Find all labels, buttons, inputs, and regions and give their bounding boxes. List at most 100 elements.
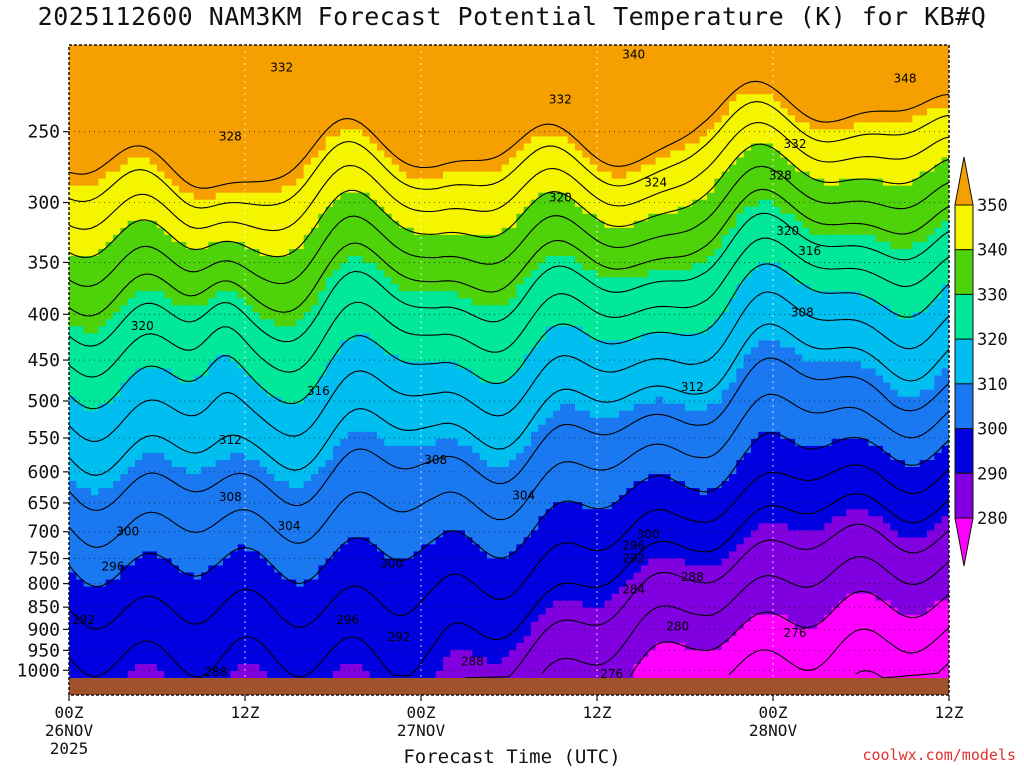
field-cell: [399, 635, 407, 644]
field-cell: [113, 586, 121, 595]
field-cell: [296, 403, 305, 412]
field-cell: [311, 481, 319, 489]
field-cell: [127, 94, 136, 102]
field-cell: [259, 284, 268, 292]
field-cell: [296, 312, 305, 320]
field-cell: [98, 396, 107, 405]
field-cell: [98, 305, 107, 313]
field-cell: [179, 248, 187, 257]
field-cell: [347, 108, 356, 116]
field-cell: [223, 438, 231, 447]
field-cell: [296, 642, 305, 651]
field-cell: [289, 59, 297, 67]
field-cell: [369, 347, 378, 356]
field-cell: [362, 467, 371, 475]
field-cell: [296, 424, 305, 433]
field-cell: [472, 108, 481, 116]
field-cell: [421, 284, 429, 292]
field-cell: [127, 185, 136, 194]
field-cell: [369, 628, 378, 637]
field-cell: [347, 220, 356, 229]
field-cell: [179, 157, 187, 166]
field-cell: [127, 389, 136, 398]
field-cell: [120, 277, 129, 285]
field-cell: [399, 80, 407, 88]
field-cell: [142, 234, 151, 243]
field-cell: [362, 403, 371, 412]
field-cell: [362, 157, 371, 166]
field-cell: [91, 509, 99, 517]
field-cell: [252, 171, 261, 180]
field-cell: [472, 143, 481, 152]
field-cell: [391, 621, 400, 630]
field-cell: [377, 642, 385, 651]
field-cell: [281, 256, 290, 264]
field-cell: [281, 558, 290, 567]
field-cell: [208, 635, 217, 644]
field-cell: [83, 600, 92, 609]
field-cell: [369, 213, 378, 222]
field-cell: [215, 417, 224, 426]
field-cell: [465, 488, 473, 496]
field-cell: [325, 298, 334, 306]
field-cell: [267, 670, 275, 679]
field-cell: [76, 523, 85, 531]
field-cell: [311, 284, 319, 292]
field-cell: [245, 213, 253, 222]
field-cell: [105, 87, 114, 95]
field-cell: [186, 368, 195, 377]
field-cell: [296, 382, 305, 391]
field-cell: [157, 319, 165, 327]
field-cell: [318, 227, 327, 236]
field-cell: [208, 600, 217, 609]
field-cell: [457, 649, 466, 658]
field-cell: [208, 509, 217, 517]
field-cell: [318, 438, 327, 447]
field-cell: [325, 565, 334, 574]
field-cell: [76, 73, 85, 81]
field-cell: [457, 445, 466, 454]
field-cell: [369, 122, 378, 130]
field-cell: [69, 586, 77, 595]
field-cell: [435, 80, 444, 88]
field-cell: [91, 628, 99, 637]
field-cell: [245, 663, 253, 672]
field-cell: [281, 108, 290, 116]
field-cell: [208, 150, 217, 159]
field-cell: [391, 326, 400, 334]
field-cell: [267, 495, 275, 503]
field-cell: [215, 642, 224, 651]
field-cell: [245, 164, 253, 173]
field-cell: [105, 263, 114, 271]
field-cell: [413, 403, 422, 412]
field-cell: [274, 663, 283, 672]
field-cell: [208, 115, 217, 123]
field-cell: [98, 438, 107, 447]
field-cell: [267, 256, 275, 264]
field-cell: [450, 565, 459, 574]
field-cell: [318, 101, 327, 109]
field-cell: [369, 502, 378, 510]
field-cell: [83, 438, 92, 447]
field-cell: [465, 234, 473, 243]
field-cell: [179, 171, 187, 180]
field-cell: [105, 488, 114, 496]
field-cell: [215, 277, 224, 285]
field-cell: [384, 530, 393, 538]
field-cell: [245, 572, 253, 581]
field-cell: [377, 593, 385, 602]
field-cell: [208, 227, 217, 236]
field-cell: [230, 115, 239, 123]
field-cell: [406, 326, 415, 334]
field-cell: [318, 256, 327, 264]
field-cell: [164, 663, 173, 672]
field-cell: [127, 101, 136, 109]
field-cell: [201, 452, 209, 461]
field-cell: [399, 649, 407, 658]
field-cell: [413, 59, 422, 67]
field-cell: [421, 656, 429, 665]
field-cell: [208, 291, 217, 299]
field-cell: [193, 227, 202, 236]
field-cell: [318, 509, 327, 517]
field-cell: [91, 213, 99, 222]
